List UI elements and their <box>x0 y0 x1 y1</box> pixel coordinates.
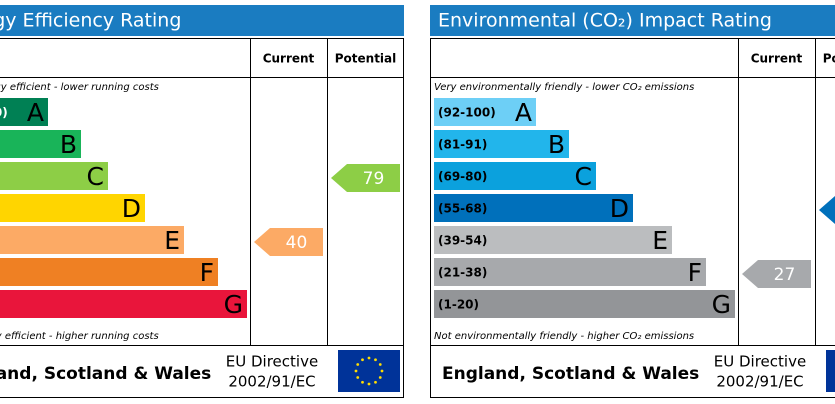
column-header: Potential <box>335 52 397 66</box>
directive: 2002/91/EC <box>716 373 803 391</box>
title-bar <box>0 5 404 36</box>
column-header: Current <box>751 52 803 66</box>
band-letter: F <box>200 258 214 287</box>
rating-value: 27 <box>774 265 796 285</box>
panel-title: Environmental (CO₂) Impact Rating <box>438 10 772 32</box>
eu-star <box>367 382 371 386</box>
bottom-note: Not environmentally friendly - higher CO… <box>434 331 694 342</box>
band-letter: G <box>712 290 731 319</box>
rating-band <box>434 162 596 190</box>
rating-band <box>434 98 536 126</box>
rating-arrow <box>254 228 323 256</box>
band-letter: A <box>27 98 44 127</box>
rating-arrow <box>742 260 811 288</box>
eu-star <box>380 369 384 373</box>
footer-region: England, Scotland & Wales <box>0 364 211 384</box>
rating-value: 79 <box>363 169 385 189</box>
band-letter: E <box>164 226 180 255</box>
band-letter: B <box>60 130 77 159</box>
band-range: (21-38) <box>438 266 487 280</box>
band-letter: G <box>224 290 243 319</box>
band-range: (69-80) <box>438 170 487 184</box>
band-range: (92-100) <box>438 106 496 120</box>
column-header: Potential <box>823 52 835 66</box>
directive: EU Directive <box>226 353 318 371</box>
rating-band <box>434 194 633 222</box>
directive: 2002/91/EC <box>228 373 315 391</box>
rating-panel: Environmental (CO₂) Impact Rating Current… <box>430 5 835 398</box>
eu-star <box>378 376 382 379</box>
band-range: (92-100) <box>0 106 8 120</box>
band-letter: D <box>610 194 629 223</box>
rating-band <box>434 226 672 254</box>
rating-band <box>0 290 247 318</box>
band-letter: F <box>688 258 702 287</box>
directive: EU Directive <box>714 353 806 371</box>
eu-star <box>361 358 364 362</box>
band-range: (55-68) <box>438 202 487 216</box>
title-bar <box>430 5 835 36</box>
rating-panel: Energy Efficiency Rating Current Potential… <box>0 5 404 398</box>
rating-band <box>0 162 108 190</box>
eu-flag <box>338 350 400 392</box>
top-note: Very energy efficient - lower running co… <box>0 82 159 93</box>
rating-band <box>434 290 735 318</box>
eu-star <box>367 356 371 360</box>
rating-band <box>0 130 81 158</box>
eu-star <box>356 376 360 379</box>
frame <box>430 38 835 398</box>
rating-band <box>434 258 706 286</box>
footer-region: England, Scotland & Wales <box>442 364 699 384</box>
eu-star <box>378 363 382 366</box>
band-letter: E <box>652 226 668 255</box>
rating-band <box>0 226 184 254</box>
eu-flag <box>826 350 835 392</box>
band-range: (1-20) <box>438 298 479 312</box>
eu-star <box>361 380 364 384</box>
band-range: (81-91) <box>438 138 487 152</box>
band-letter: C <box>575 162 592 191</box>
rating-band <box>0 194 145 222</box>
band-range: (39-54) <box>438 234 487 248</box>
rating-value: 40 <box>286 233 308 253</box>
eu-star <box>374 358 377 362</box>
band-letter: D <box>122 194 141 223</box>
rating-band <box>0 258 218 286</box>
rating-band <box>434 130 569 158</box>
rating-arrow <box>331 164 400 192</box>
band-letter: A <box>515 98 532 127</box>
top-note: Very environmentally friendly - lower CO… <box>434 82 694 93</box>
rating-band <box>0 98 48 126</box>
eu-star <box>356 363 360 366</box>
frame <box>0 38 404 398</box>
panel-title: Energy Efficiency Rating <box>0 10 181 32</box>
eu-star <box>354 369 358 373</box>
column-header: Current <box>263 52 315 66</box>
eu-star <box>374 380 377 384</box>
band-letter: B <box>548 130 565 159</box>
rating-arrow <box>819 196 835 224</box>
bottom-note: Not energy efficient - higher running co… <box>0 331 159 342</box>
band-letter: C <box>87 162 104 191</box>
